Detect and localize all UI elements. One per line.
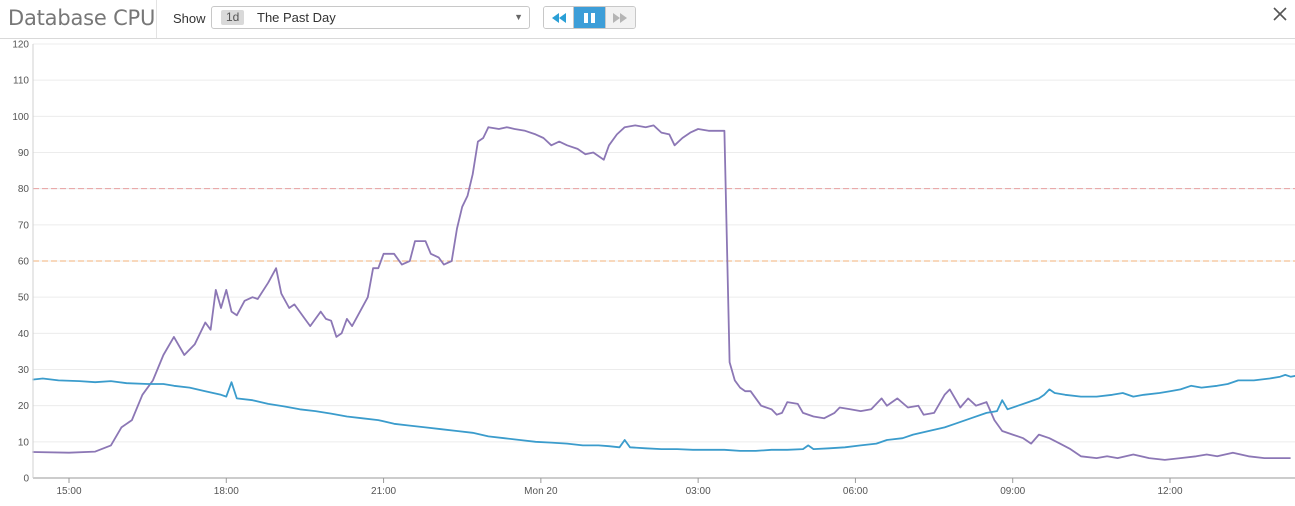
x-tick-label: 15:00 (56, 486, 81, 497)
series-lines (32, 124, 1295, 461)
range-label: The Past Day (257, 10, 336, 25)
playback-controls (543, 6, 636, 29)
y-tick-label: 120 (12, 40, 29, 51)
series-line-1 (32, 124, 1291, 461)
cpu-chart: 0 10 20 30 40 50 60 70 80 90 100 110 120 15:00 18:00 21… (12, 40, 1295, 497)
y-tick-label: 90 (18, 148, 30, 159)
x-tick-label: 06:00 (843, 486, 868, 497)
threshold-lines (33, 188, 1295, 262)
range-badge: 1d (221, 10, 245, 25)
axes: 0 10 20 30 40 50 60 70 80 90 100 110 120 15:00 18:00 21… (12, 40, 1295, 497)
series-line-2 (32, 374, 1295, 452)
y-tick-label: 110 (13, 76, 29, 87)
rewind-button[interactable] (544, 7, 575, 28)
caret-down-icon: ▼ (514, 12, 523, 22)
panel-header: Database CPU Show 1d The Past Day ▼ (0, 0, 1295, 39)
close-icon (1273, 7, 1287, 21)
grid (33, 43, 1295, 443)
y-tick-label: 0 (23, 474, 29, 485)
panel-title: Database CPU (8, 6, 156, 30)
x-tick-label: 09:00 (1000, 486, 1025, 497)
rewind-icon (551, 12, 566, 23)
show-label: Show (173, 11, 206, 26)
y-tick-label: 50 (18, 293, 30, 304)
y-tick-label: 40 (18, 329, 30, 340)
y-tick-label: 60 (18, 257, 30, 268)
fast-forward-button[interactable] (604, 7, 635, 28)
close-button[interactable] (1270, 4, 1290, 24)
x-tick-label: Mon 20 (524, 486, 558, 497)
x-tick-label: 12:00 (1157, 486, 1182, 497)
fast-forward-icon (613, 12, 628, 23)
x-tick-label: 18:00 (214, 486, 239, 497)
x-tick-label: 03:00 (686, 486, 711, 497)
y-tick-label: 10 (18, 437, 30, 448)
y-tick-label: 100 (12, 112, 29, 123)
x-tick-label: 21:00 (371, 486, 396, 497)
y-tick-label: 30 (18, 365, 30, 376)
time-range-select[interactable]: 1d The Past Day ▼ (211, 6, 530, 29)
pause-button[interactable] (574, 7, 605, 28)
y-tick-label: 70 (18, 220, 30, 231)
title-divider (156, 0, 157, 38)
y-tick-label: 20 (18, 401, 30, 412)
y-tick-label: 80 (18, 184, 30, 195)
pause-icon (584, 12, 595, 23)
